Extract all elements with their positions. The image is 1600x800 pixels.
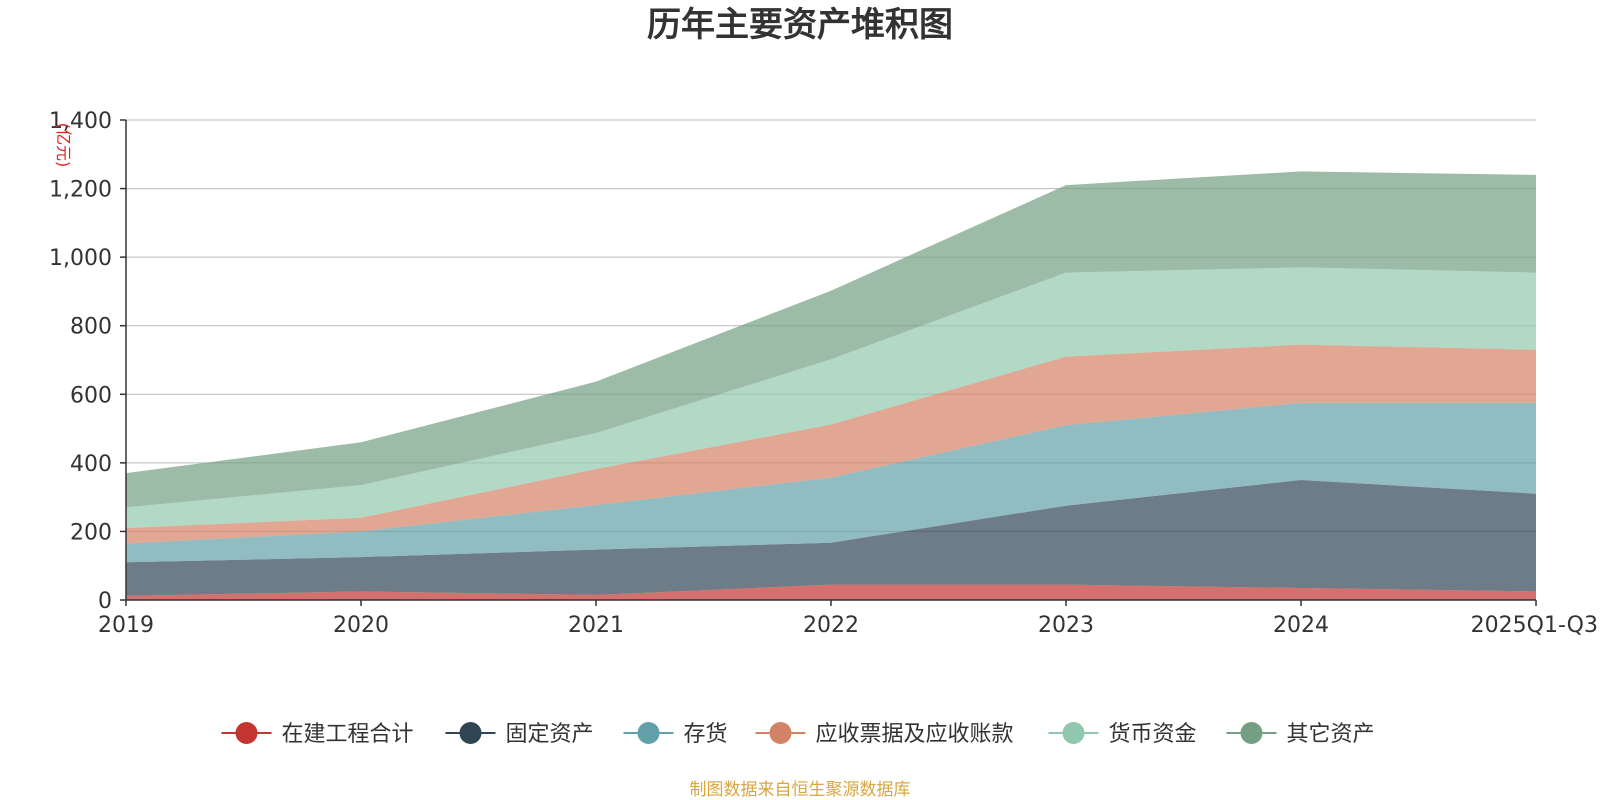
legend-marker-3 bbox=[769, 722, 792, 744]
area-series-1 bbox=[126, 480, 1536, 596]
y-tick-label-5: 1,000 bbox=[49, 246, 112, 271]
legend-label-3: 应收票据及应收账款 bbox=[816, 722, 1014, 747]
legend-marker-4 bbox=[1062, 722, 1085, 744]
legend-label-4: 货币资金 bbox=[1109, 722, 1197, 747]
x-tick-label-2: 2021 bbox=[568, 613, 624, 638]
legend: 在建工程合计 固定资产 存货 应收票据及应收账款 货币资金 其它资产 bbox=[221, 722, 1375, 747]
chart-title: 历年主要资产堆积图 bbox=[647, 5, 953, 45]
area-series-0 bbox=[126, 584, 1536, 600]
y-tick-label-2: 400 bbox=[70, 452, 112, 477]
axes: 0 200 400 600 800 1,000 1,200 1,400 2019 2020 2021… bbox=[49, 109, 1598, 638]
source-note: 制图数据来自恒生聚源数据库 bbox=[690, 780, 911, 800]
area-series-2 bbox=[126, 402, 1536, 563]
legend-item-4[interactable]: 货币资金 bbox=[1048, 722, 1197, 747]
legend-label-1: 固定资产 bbox=[506, 722, 594, 747]
legend-marker-2 bbox=[637, 722, 660, 744]
y-tick-label-6: 1,200 bbox=[49, 178, 112, 203]
y-tick-label-1: 200 bbox=[70, 520, 112, 545]
area-series-3 bbox=[126, 344, 1536, 544]
area-series-4 bbox=[126, 267, 1536, 528]
legend-marker-5 bbox=[1240, 722, 1263, 744]
legend-marker-1 bbox=[459, 722, 482, 744]
x-tick-label-3: 2022 bbox=[803, 613, 859, 638]
legend-item-3[interactable]: 应收票据及应收账款 bbox=[755, 722, 1014, 747]
legend-label-2: 存货 bbox=[684, 722, 728, 747]
legend-marker-0 bbox=[235, 722, 258, 744]
y-tick-label-4: 800 bbox=[70, 315, 112, 340]
y-tick-label-0: 0 bbox=[98, 589, 112, 614]
x-tick-label-1: 2020 bbox=[333, 613, 389, 638]
area-series-5 bbox=[126, 171, 1536, 508]
area-series bbox=[126, 171, 1536, 600]
x-tick-label-6: 2025Q1-Q3 bbox=[1471, 613, 1598, 638]
legend-item-1[interactable]: 固定资产 bbox=[445, 722, 594, 747]
legend-label-0: 在建工程合计 bbox=[282, 722, 414, 747]
y-tick-label-3: 600 bbox=[70, 383, 112, 408]
x-tick-label-0: 2019 bbox=[98, 613, 154, 638]
legend-item-5[interactable]: 其它资产 bbox=[1226, 722, 1375, 747]
y-tick-label-7: 1,400 bbox=[49, 109, 112, 134]
legend-item-2[interactable]: 存货 bbox=[623, 722, 728, 747]
x-tick-label-5: 2024 bbox=[1273, 613, 1329, 638]
legend-label-5: 其它资产 bbox=[1287, 722, 1375, 747]
x-tick-label-4: 2023 bbox=[1038, 613, 1094, 638]
y-axis-unit-label: (亿元) bbox=[54, 123, 73, 168]
legend-item-0[interactable]: 在建工程合计 bbox=[221, 722, 414, 747]
